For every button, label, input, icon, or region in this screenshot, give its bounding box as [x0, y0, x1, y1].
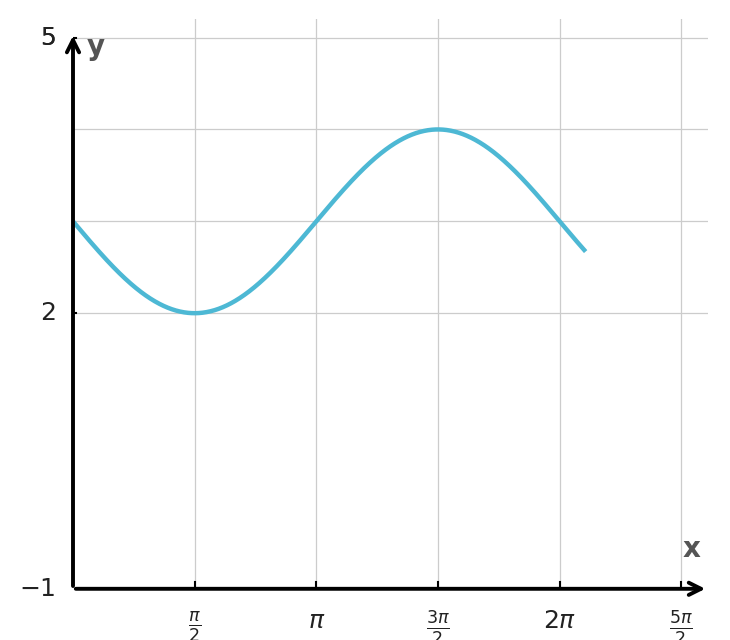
Text: $\frac{3\pi}{2}$: $\frac{3\pi}{2}$: [426, 609, 450, 640]
Text: $5$: $5$: [40, 26, 56, 49]
Text: x: x: [683, 535, 700, 563]
Text: $\frac{\pi}{2}$: $\frac{\pi}{2}$: [188, 609, 201, 640]
Text: 2: 2: [40, 301, 56, 325]
Text: $-1$: $-1$: [20, 577, 56, 601]
Text: $2\pi$: $2\pi$: [543, 609, 576, 633]
Text: y: y: [87, 33, 105, 61]
Text: 5: 5: [40, 26, 56, 49]
Text: $\frac{5\pi}{2}$: $\frac{5\pi}{2}$: [669, 609, 694, 640]
Text: $\pi$: $\pi$: [307, 609, 325, 633]
